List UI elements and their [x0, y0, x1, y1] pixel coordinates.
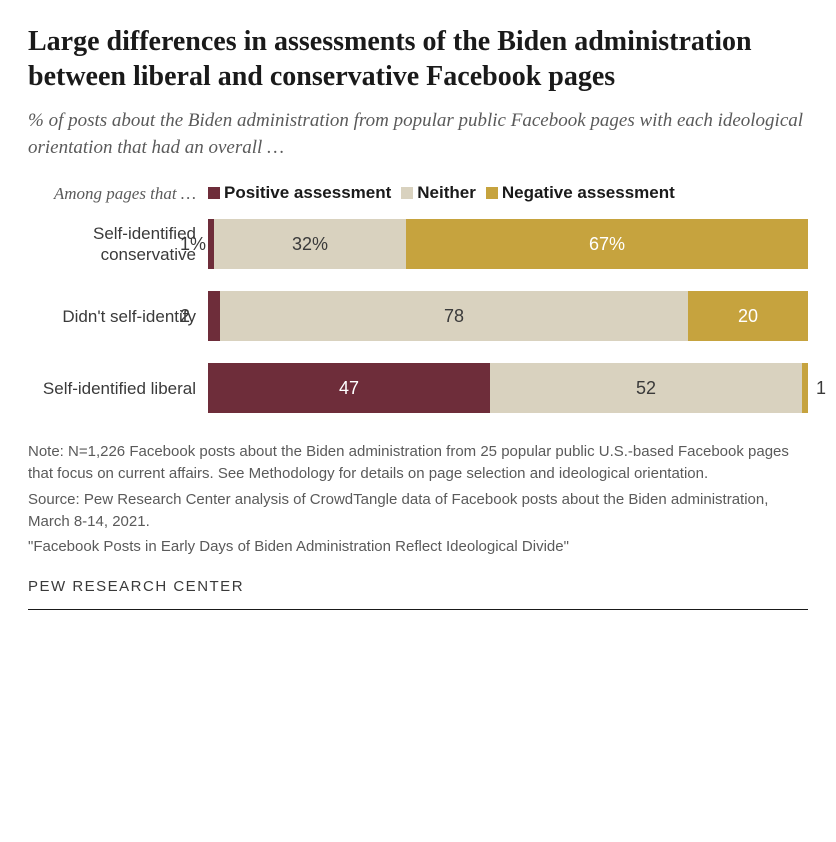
- bar-row: Self-identified conservative1%32%67%: [28, 219, 808, 269]
- legend-item-positive: Positive assessment: [208, 183, 391, 203]
- segment-value: 67%: [589, 234, 625, 255]
- bar-segment-positive: 2: [208, 291, 220, 341]
- bar-segment-neither: 78: [220, 291, 688, 341]
- legend-label-negative: Negative assessment: [502, 183, 675, 203]
- segment-value: 2: [180, 306, 190, 327]
- note-report-title: "Facebook Posts in Early Days of Biden A…: [28, 536, 808, 558]
- bar-row: Self-identified liberal 47 52 1: [28, 363, 808, 413]
- segment-value: 47: [339, 378, 359, 399]
- segment-value: 1: [816, 378, 826, 399]
- note-methodology: Note: N=1,226 Facebook posts about the B…: [28, 441, 808, 485]
- segment-value: 52: [636, 378, 656, 399]
- legend-label-neither: Neither: [417, 183, 476, 203]
- among-label: Among pages that …: [28, 183, 208, 205]
- segment-value: 78: [444, 306, 464, 327]
- swatch-neither: [401, 187, 413, 199]
- bar-segment-negative: 1: [802, 363, 808, 413]
- legend-items: Positive assessment Neither Negative ass…: [208, 183, 675, 203]
- segment-value: 20: [738, 306, 758, 327]
- bar-segment-positive: 47: [208, 363, 490, 413]
- segment-value: 1%: [180, 234, 206, 255]
- chart-title: Large differences in assessments of the …: [28, 24, 808, 94]
- bar-segment-negative: 20: [688, 291, 808, 341]
- bar-track: 47 52 1: [208, 363, 808, 413]
- brand-footer: PEW RESEARCH CENTER: [28, 578, 808, 595]
- bar-row: Didn't self-identify27820: [28, 291, 808, 341]
- bar-track: 1%32%67%: [208, 219, 808, 269]
- row-label: Self-identified liberal: [28, 378, 208, 399]
- swatch-negative: [486, 187, 498, 199]
- chart-subtitle: % of posts about the Biden administratio…: [28, 108, 808, 161]
- bar-segment-neither: 52: [490, 363, 802, 413]
- bar-segment-neither: 32%: [214, 219, 406, 269]
- legend-item-neither: Neither: [401, 183, 476, 203]
- segment-value: 32%: [292, 234, 328, 255]
- bars-container: Self-identified conservative1%32%67%Didn…: [28, 219, 808, 413]
- bar-segment-negative: 67%: [406, 219, 808, 269]
- legend-row: Among pages that … Positive assessment N…: [28, 183, 808, 205]
- legend-label-positive: Positive assessment: [224, 183, 391, 203]
- chart-area: Among pages that … Positive assessment N…: [28, 183, 808, 413]
- footer-rule: [28, 609, 808, 610]
- bar-track: 2 78 20: [208, 291, 808, 341]
- swatch-positive: [208, 187, 220, 199]
- note-source: Source: Pew Research Center analysis of …: [28, 489, 808, 533]
- legend-item-negative: Negative assessment: [486, 183, 675, 203]
